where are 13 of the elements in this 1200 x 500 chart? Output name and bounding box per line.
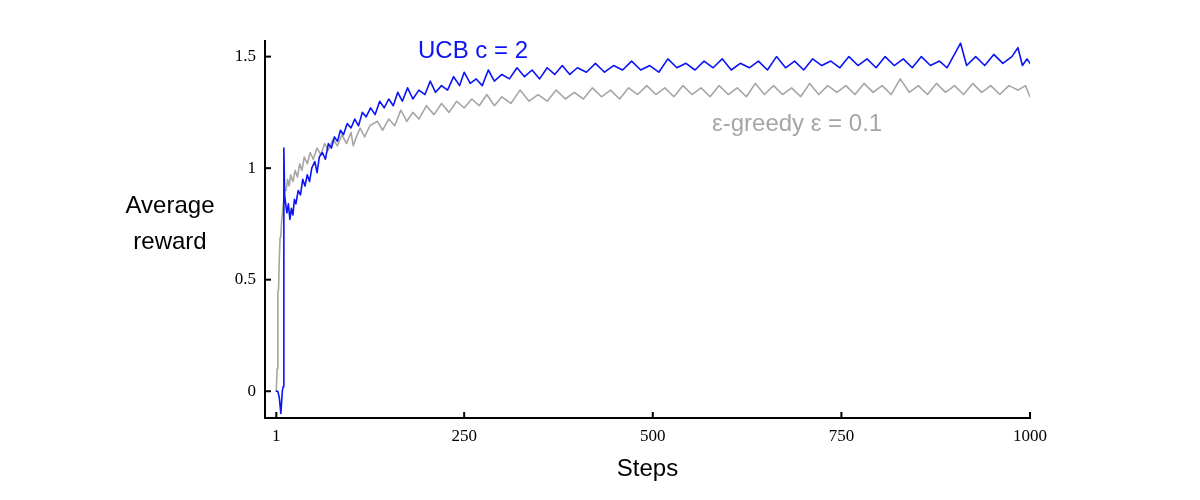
x-tick-label: 750 [828,425,855,445]
x-tick-label: 1000 [1013,425,1047,445]
series-label: UCB c = 2 [418,36,529,63]
y-tick-label: 1.5 [234,46,256,66]
x-tick-label: 500 [640,425,666,445]
x-tick-label: 250 [451,425,477,445]
y-tick-label: 0 [247,380,256,400]
x-axis-title: Steps [616,454,679,482]
y-tick-label: 1 [247,157,256,177]
x-tick-label: 1 [272,425,281,445]
series-label: ε-greedy ε = 0.1 [712,109,883,136]
y-tick-label: 0.5 [234,269,256,289]
y-axis-title: Average reward [125,190,215,254]
